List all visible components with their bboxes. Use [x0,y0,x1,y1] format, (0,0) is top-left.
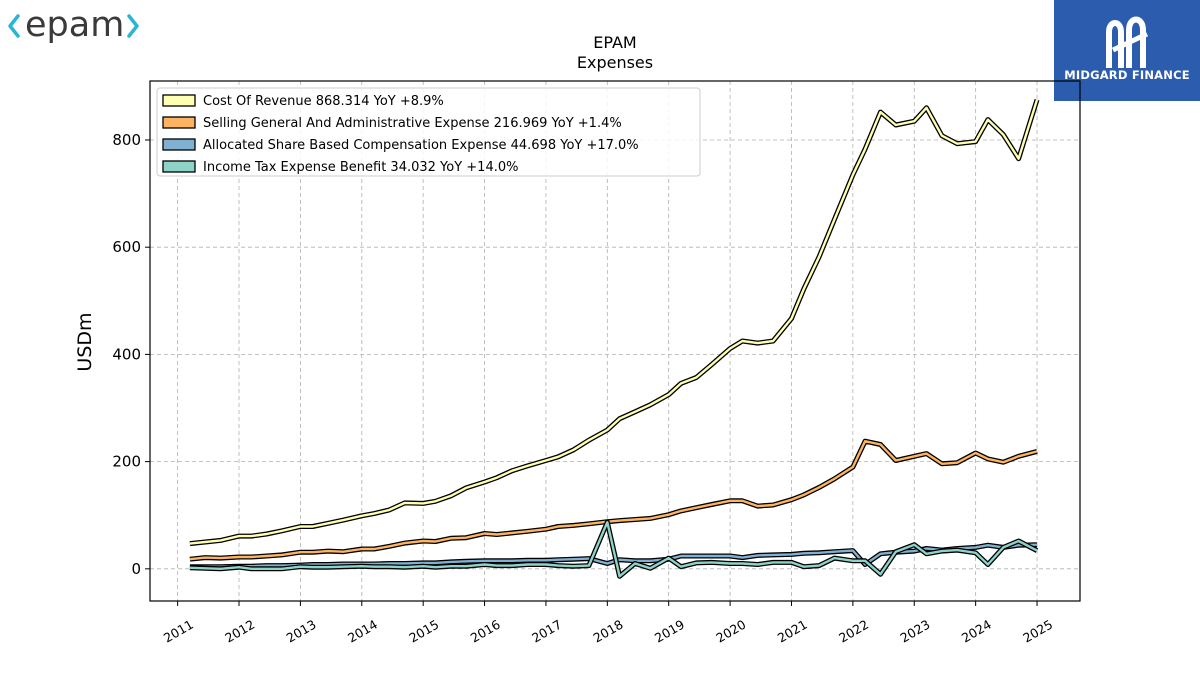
midgard-mark-icon [1106,16,1149,68]
series-0 [189,99,1040,547]
svg-text:epam: epam [25,5,124,45]
legend-label: Income Tax Expense Benefit 34.032 YoY +1… [203,160,518,175]
legend-box [156,87,701,177]
x-tick-label: 2016 [468,617,503,646]
y-tick-label: 200 [112,453,141,471]
midgard-finance-text: MIDGARD FINANCE [1064,68,1190,82]
series-lines [189,99,1040,579]
x-tick-label: 2022 [836,617,871,646]
y-tick-label: 400 [112,345,141,363]
x-tick-label: 2020 [713,617,748,646]
x-tick-label: 2018 [591,617,626,646]
x-tick-label: 2015 [406,617,441,646]
y-tick-label: 0 [131,560,141,578]
series-line [189,521,1038,578]
chart-title: EPAM [593,33,636,52]
x-tick-label: 2024 [959,617,994,646]
y-tick-label: 600 [112,238,141,256]
x-tick-label: 2023 [897,617,932,646]
x-tick-label: 2017 [529,617,564,646]
series-3 [189,519,1039,579]
x-tick-label: 2012 [222,617,257,646]
plot-frame [149,80,1081,602]
legend-label: Selling General And Administrative Expen… [203,116,622,131]
series-line [189,440,1038,561]
series-1 [189,438,1038,562]
series-line [189,99,1039,545]
legend-swatch [162,116,196,129]
legend-label: Allocated Share Based Compensation Expen… [203,138,639,153]
x-tick-label: 2011 [161,617,196,646]
y-axis-label: USDm [74,312,96,371]
legend: Cost Of Revenue 868.314 YoY +8.9% Selling… [156,87,701,177]
legend-swatch [162,138,196,151]
midgard-finance-logo: MIDGARD FINANCE [1054,0,1200,101]
legend-label: Cost Of Revenue 868.314 YoY +8.9% [203,94,444,109]
x-tick-label: 2019 [652,617,687,646]
x-tick-label: 2021 [775,617,810,646]
x-tick-label: 2025 [1020,617,1055,646]
epam-logo: epam [4,2,144,54]
legend-swatch [162,160,196,173]
x-tick-label: 2014 [345,617,380,646]
y-tick-label: 800 [112,131,141,149]
legend-swatch [162,94,196,107]
x-tick-label: 2013 [284,617,319,646]
chart-subtitle: Expenses [577,53,653,72]
